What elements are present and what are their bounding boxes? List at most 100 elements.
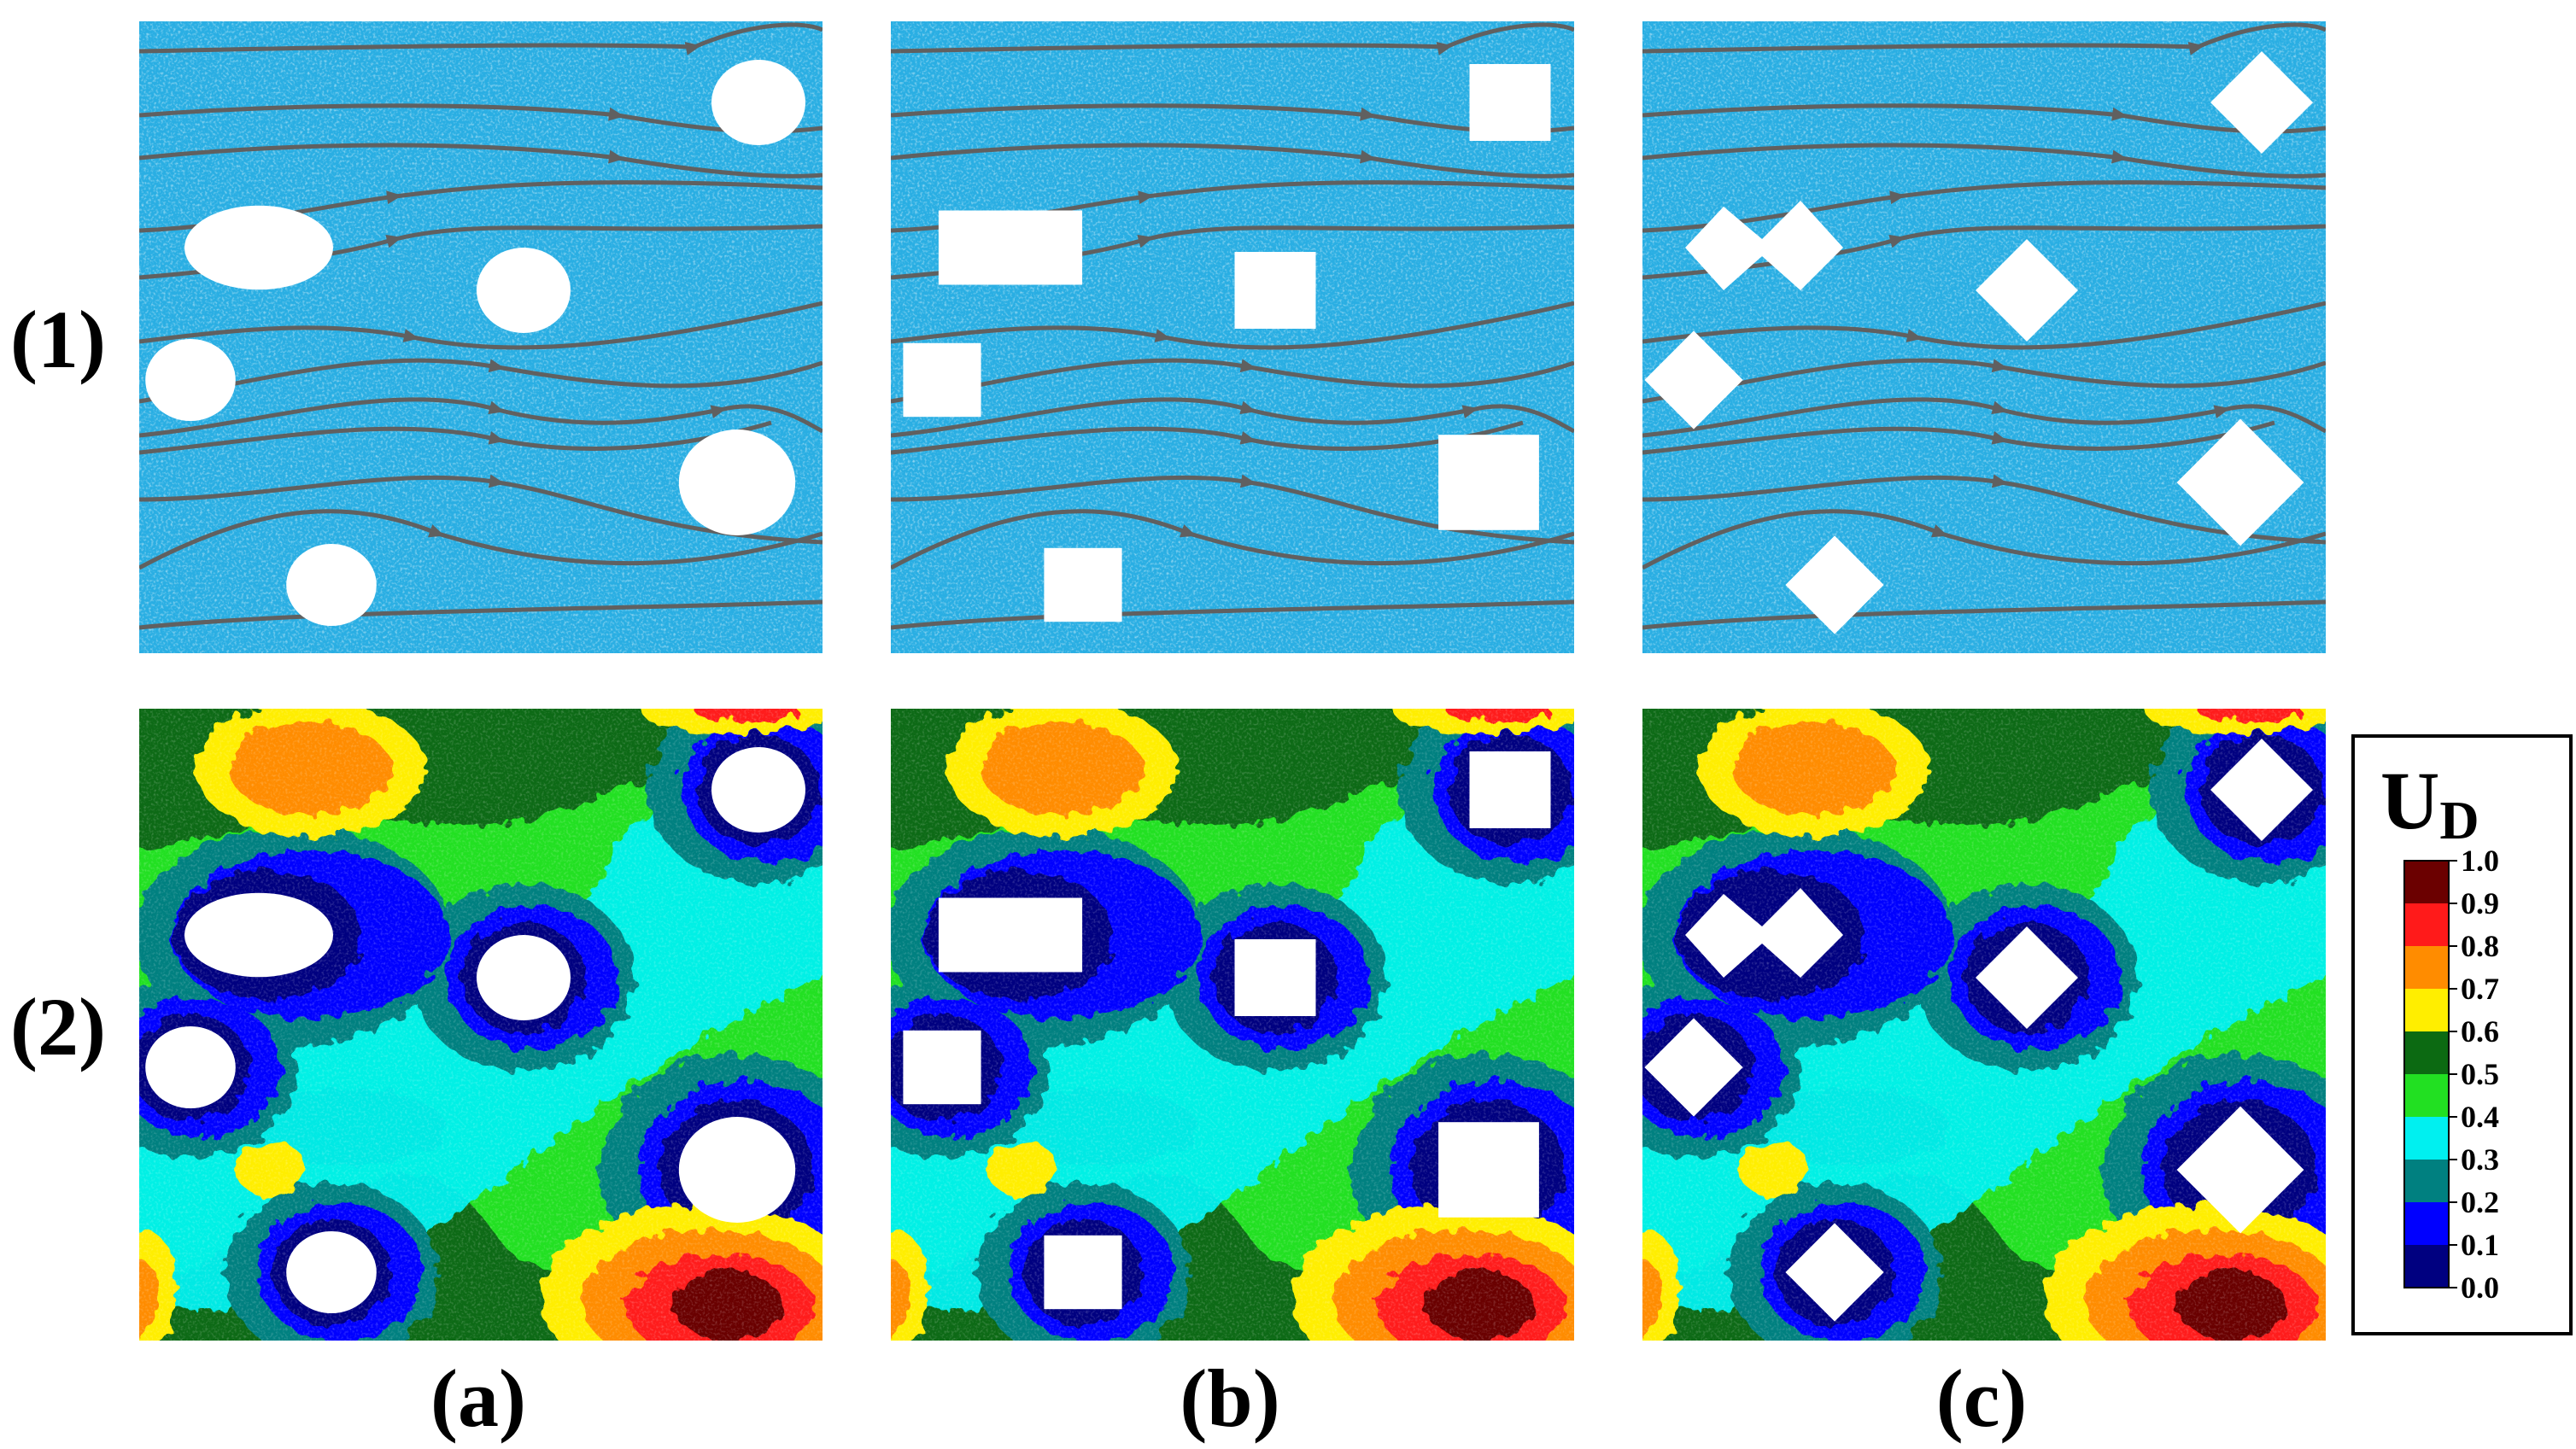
streamline <box>1642 599 2326 630</box>
streamline-panel-a <box>139 21 823 653</box>
streamline <box>139 420 772 455</box>
streamline <box>139 474 823 545</box>
obstacle-circle <box>477 935 571 1020</box>
obstacle-square <box>938 210 1083 285</box>
legend-title-main: U <box>2380 755 2439 846</box>
streamline <box>1642 301 2326 350</box>
obstacle-square <box>1469 751 1551 828</box>
panels <box>139 21 2326 1341</box>
legend-ticks: 1.0 0.9 0.8 0.7 0.6 0.5 0.4 0.3 0.2 0.1 0.0 <box>2449 844 2499 1305</box>
streamline-panel-c <box>1642 21 2326 653</box>
streamline <box>139 599 823 630</box>
streamline <box>1642 474 2326 545</box>
contour-panel-a <box>139 709 823 1341</box>
colorbar-segment <box>2404 946 2449 990</box>
colorbar-segment <box>2404 989 2449 1032</box>
obstacle-diamond <box>1685 888 1843 978</box>
legend-title-sub: D <box>2439 790 2479 850</box>
colorbar-tick-label: 0.2 <box>2461 1185 2499 1219</box>
obstacle-circle <box>678 429 796 535</box>
legend: UD 1.0 0.9 0.8 0.7 0.6 0.5 0.4 0.3 0.2 0.1 0.0 <box>2351 734 2573 1335</box>
col-label-a: (a) <box>430 1353 526 1444</box>
obstacle-diamond <box>2176 1106 2304 1234</box>
obstacle-diamond <box>2210 51 2313 154</box>
streamline <box>139 301 823 350</box>
streamline <box>891 358 1574 404</box>
obstacle-square <box>1438 1122 1539 1218</box>
streamline <box>891 599 1574 630</box>
colorbar-tick-label: 0.7 <box>2461 972 2499 1006</box>
streamline <box>1642 143 2326 178</box>
streamline <box>139 397 823 438</box>
colorbar-tick-label: 0.8 <box>2461 929 2499 963</box>
obstacle-diamond <box>1976 239 2078 342</box>
obstacle-circle <box>286 544 377 626</box>
streamline <box>1642 509 2326 570</box>
streamline <box>1642 358 2326 404</box>
obstacle-square <box>903 1030 981 1105</box>
colorbar-segment <box>2404 861 2449 904</box>
particle-texture <box>1642 709 2326 1341</box>
obstacle-circle <box>477 248 571 333</box>
colorbar-segment <box>2404 1245 2449 1288</box>
streamline <box>1642 180 2326 233</box>
row-label-2: (2) <box>10 981 106 1072</box>
colorbar-tick-label: 0.1 <box>2461 1228 2499 1262</box>
colorbar-tick-label: 0.9 <box>2461 886 2499 920</box>
contour-panel-c <box>1642 709 2326 1341</box>
streamline <box>891 301 1574 350</box>
streamline <box>891 420 1524 455</box>
colorbar-tick-label: 1.0 <box>2461 844 2499 878</box>
streamline <box>139 143 823 178</box>
obstacle-square <box>1044 547 1122 622</box>
streamline <box>139 22 823 56</box>
obstacle-circle <box>145 339 236 421</box>
colorbar-segment <box>2404 1202 2449 1246</box>
obstacle-circle <box>184 892 333 978</box>
legend-colorbar <box>2403 860 2450 1288</box>
obstacle-circle <box>184 205 333 290</box>
colorbar-tick-label: 0.3 <box>2461 1142 2499 1177</box>
obstacle-diamond <box>2176 418 2304 546</box>
obstacle-circle <box>145 1026 236 1108</box>
particle-texture <box>139 709 823 1341</box>
colorbar-segment <box>2404 1117 2449 1160</box>
obstacle-circle <box>711 60 805 145</box>
obstacle-circle <box>678 1117 796 1223</box>
obstacle-square <box>1234 252 1316 329</box>
contour-panel-b <box>891 709 1574 1341</box>
colorbar-segment <box>2404 1031 2449 1075</box>
obstacle-square <box>1234 939 1316 1016</box>
streamline <box>891 509 1574 570</box>
obstacle-square <box>1438 435 1539 530</box>
colorbar-tick-label: 0.5 <box>2461 1057 2499 1091</box>
obstacle-diamond <box>1685 201 1843 290</box>
row-label-1: (1) <box>10 294 106 385</box>
streamline <box>891 397 1574 438</box>
colorbar-tick-label: 0.4 <box>2461 1100 2499 1134</box>
particle-texture <box>891 709 1574 1341</box>
streamline <box>891 22 1574 56</box>
col-label-b: (b) <box>1180 1353 1279 1444</box>
streamline <box>891 474 1574 545</box>
colorbar-segment <box>2404 1160 2449 1203</box>
obstacle-square <box>938 897 1083 973</box>
streamline <box>1642 420 2275 455</box>
colorbar-tick-label: 0.0 <box>2461 1271 2499 1305</box>
streamline <box>139 509 823 570</box>
col-label-c: (c) <box>1936 1353 2028 1444</box>
obstacle-square <box>1469 64 1551 141</box>
obstacle-circle <box>711 747 805 833</box>
streamline <box>1642 397 2326 438</box>
obstacle-diamond <box>1785 1223 1884 1322</box>
obstacle-diamond <box>1976 926 2078 1029</box>
colorbar-segment <box>2404 1074 2449 1118</box>
streamline <box>139 358 823 404</box>
streamline-panel-b <box>891 21 1574 653</box>
obstacle-diamond <box>2210 739 2313 841</box>
colorbar-segment <box>2404 903 2449 947</box>
obstacle-circle <box>286 1231 377 1313</box>
obstacle-square <box>1044 1235 1122 1310</box>
streamline <box>1642 22 2326 56</box>
